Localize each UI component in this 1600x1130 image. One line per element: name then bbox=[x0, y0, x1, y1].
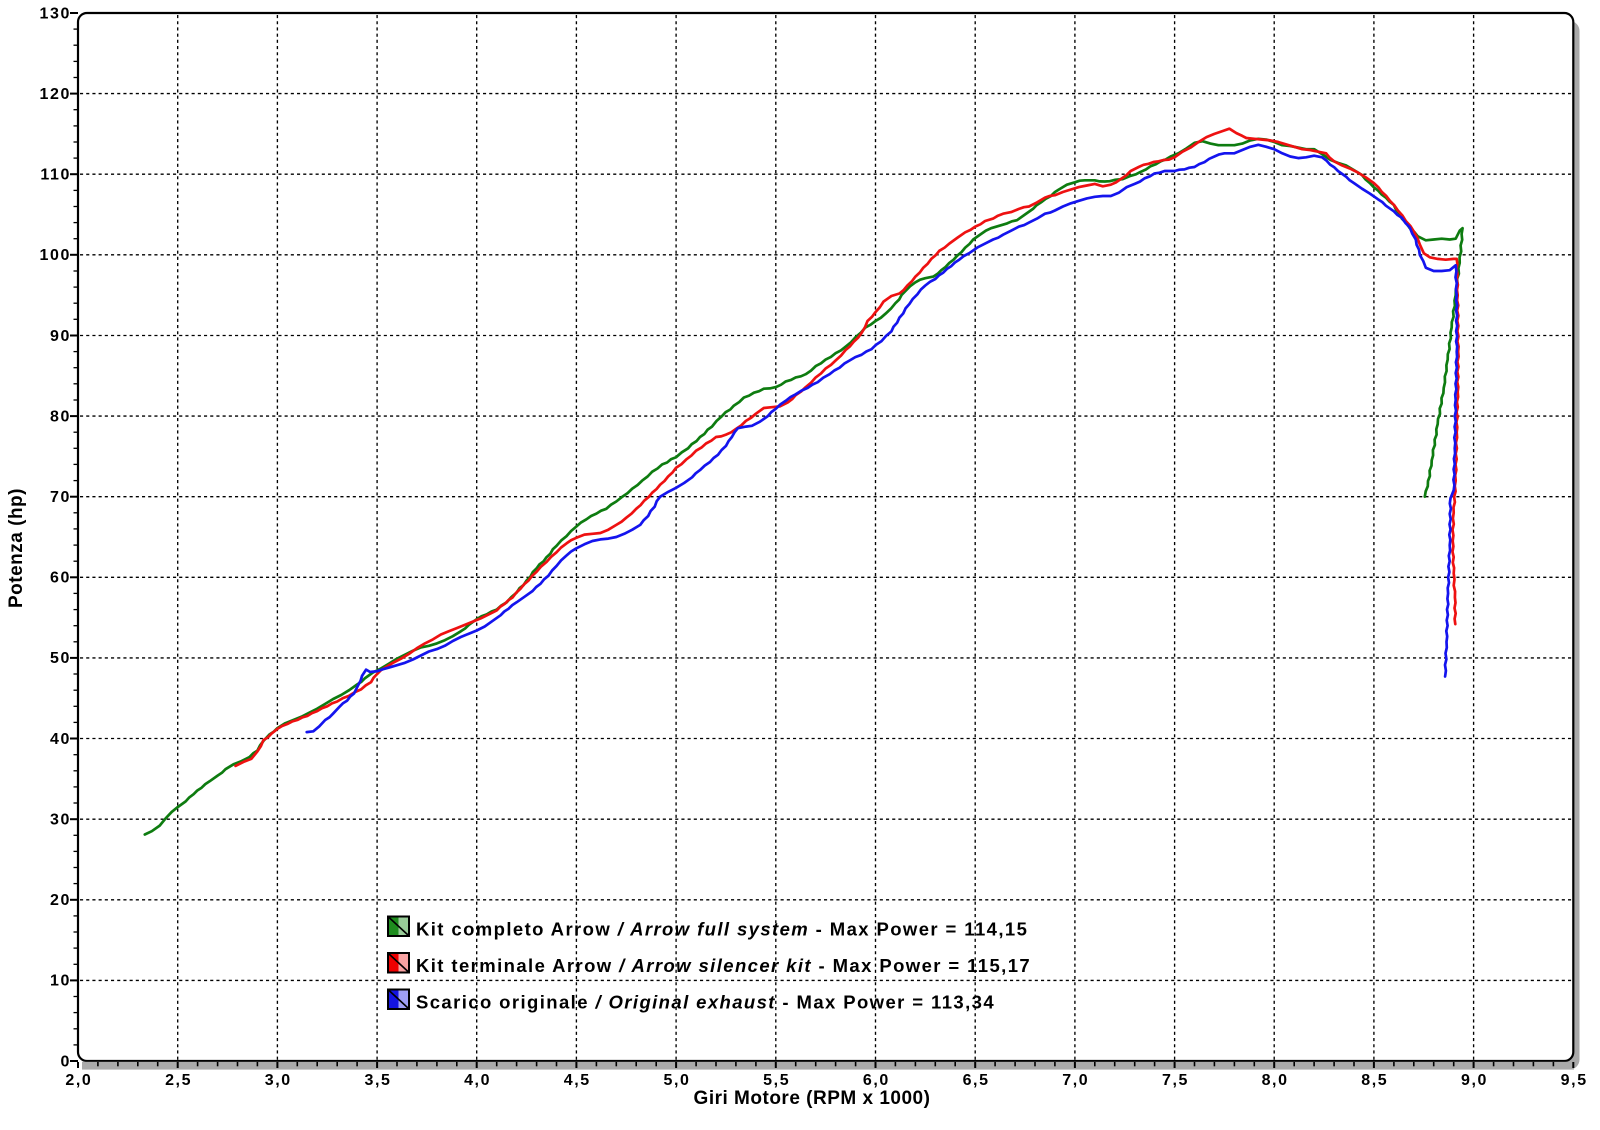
svg-text:6,0: 6,0 bbox=[863, 1072, 890, 1089]
svg-text:5,5: 5,5 bbox=[763, 1072, 790, 1089]
svg-text:0: 0 bbox=[61, 1053, 72, 1070]
svg-text:130: 130 bbox=[40, 5, 72, 22]
svg-text:40: 40 bbox=[50, 731, 71, 748]
svg-text:80: 80 bbox=[50, 408, 71, 425]
svg-text:110: 110 bbox=[40, 167, 71, 184]
svg-text:3,5: 3,5 bbox=[364, 1072, 391, 1089]
svg-text:8,0: 8,0 bbox=[1262, 1072, 1289, 1089]
svg-text:Potenza (hp): Potenza (hp) bbox=[6, 488, 27, 608]
svg-text:2,5: 2,5 bbox=[165, 1072, 192, 1089]
svg-text:Kit completo Arrow / Arrow ful: Kit completo Arrow / Arrow full system -… bbox=[416, 919, 1028, 940]
svg-text:70: 70 bbox=[50, 489, 71, 506]
svg-text:4,5: 4,5 bbox=[564, 1072, 591, 1089]
svg-text:60: 60 bbox=[50, 570, 71, 587]
svg-text:4,0: 4,0 bbox=[464, 1072, 491, 1089]
svg-text:50: 50 bbox=[50, 650, 71, 667]
svg-text:100: 100 bbox=[40, 247, 72, 264]
svg-text:90: 90 bbox=[50, 328, 71, 345]
svg-text:7,5: 7,5 bbox=[1162, 1072, 1189, 1089]
svg-text:8,5: 8,5 bbox=[1361, 1072, 1388, 1089]
svg-text:6,5: 6,5 bbox=[963, 1072, 990, 1089]
svg-text:9,5: 9,5 bbox=[1561, 1072, 1588, 1089]
svg-text:Scarico originale / Original e: Scarico originale / Original exhaust - M… bbox=[416, 992, 995, 1013]
svg-text:5,0: 5,0 bbox=[663, 1072, 690, 1089]
svg-text:Giri Motore (RPM x 1000): Giri Motore (RPM x 1000) bbox=[694, 1088, 931, 1109]
svg-text:3,0: 3,0 bbox=[265, 1072, 292, 1089]
svg-text:20: 20 bbox=[50, 892, 71, 909]
svg-text:10: 10 bbox=[50, 973, 71, 990]
svg-text:9,0: 9,0 bbox=[1461, 1072, 1488, 1089]
svg-text:Kit terminale Arrow / Arrow si: Kit terminale Arrow / Arrow silencer kit… bbox=[416, 955, 1031, 976]
svg-text:120: 120 bbox=[40, 86, 72, 103]
svg-text:30: 30 bbox=[50, 812, 71, 829]
svg-text:7,0: 7,0 bbox=[1062, 1072, 1089, 1089]
svg-text:2,0: 2,0 bbox=[65, 1072, 92, 1089]
